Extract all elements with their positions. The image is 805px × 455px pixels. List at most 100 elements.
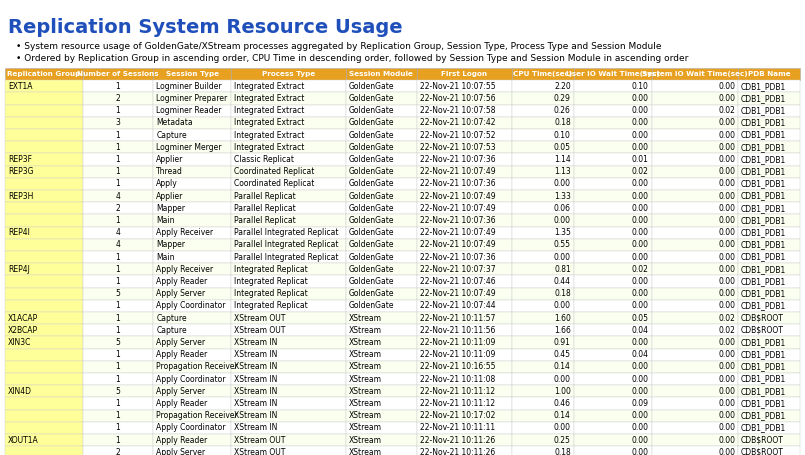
Bar	[83, 190, 154, 202]
Bar	[512, 105, 574, 117]
Text: XStream OUT: XStream OUT	[234, 448, 286, 455]
Text: XStream: XStream	[349, 338, 382, 347]
Bar	[651, 92, 738, 105]
Bar	[574, 410, 651, 422]
Text: 22-Nov-21 10:07:49: 22-Nov-21 10:07:49	[419, 192, 495, 201]
Bar	[154, 166, 231, 178]
Text: 2.20: 2.20	[554, 82, 571, 91]
Text: GoldenGate: GoldenGate	[349, 167, 394, 176]
Text: Apply Reader: Apply Reader	[156, 435, 208, 445]
Text: 1: 1	[116, 179, 121, 188]
Bar	[512, 141, 574, 153]
Bar	[512, 166, 574, 178]
Bar	[512, 385, 574, 397]
Text: 22-Nov-21 10:07:56: 22-Nov-21 10:07:56	[419, 94, 495, 103]
Text: 22-Nov-21 10:07:53: 22-Nov-21 10:07:53	[419, 143, 495, 152]
Text: • System resource usage of GoldenGate/XStream processes aggregated by Replicatio: • System resource usage of GoldenGate/XS…	[16, 42, 662, 51]
Bar	[651, 227, 738, 239]
Text: GoldenGate: GoldenGate	[349, 204, 394, 213]
Bar	[154, 202, 231, 214]
Text: XStream: XStream	[349, 326, 382, 335]
Text: Capture: Capture	[156, 313, 187, 323]
Bar	[346, 300, 417, 312]
Bar	[5, 446, 83, 455]
Text: Parallel Replicat: Parallel Replicat	[234, 204, 296, 213]
Text: GoldenGate: GoldenGate	[349, 179, 394, 188]
Text: 1.13: 1.13	[554, 167, 571, 176]
Bar	[738, 153, 800, 166]
Bar	[346, 373, 417, 385]
Bar	[231, 153, 346, 166]
Text: EXT1A: EXT1A	[8, 82, 32, 91]
Text: 0.44: 0.44	[554, 277, 571, 286]
Text: CDB$ROOT: CDB$ROOT	[740, 435, 783, 445]
Bar	[738, 336, 800, 349]
Text: 22-Nov-21 10:11:26: 22-Nov-21 10:11:26	[419, 435, 495, 445]
Bar	[231, 80, 346, 92]
Bar	[154, 214, 231, 227]
Text: GoldenGate: GoldenGate	[349, 228, 394, 237]
Bar	[346, 141, 417, 153]
Text: 0.00: 0.00	[718, 424, 735, 432]
Text: 0.00: 0.00	[632, 411, 649, 420]
Bar	[417, 105, 512, 117]
Text: GoldenGate: GoldenGate	[349, 106, 394, 115]
Text: 22-Nov-21 10:07:52: 22-Nov-21 10:07:52	[419, 131, 495, 140]
Bar	[5, 275, 83, 288]
Bar	[512, 178, 574, 190]
Bar	[346, 166, 417, 178]
Text: 0.00: 0.00	[718, 82, 735, 91]
Bar	[738, 288, 800, 300]
Bar	[651, 263, 738, 275]
Bar	[5, 251, 83, 263]
Text: 22-Nov-21 10:07:42: 22-Nov-21 10:07:42	[419, 118, 495, 127]
Bar	[154, 117, 231, 129]
Bar	[512, 434, 574, 446]
Text: Logminer Builder: Logminer Builder	[156, 82, 222, 91]
Text: CDB1_PDB1: CDB1_PDB1	[740, 265, 786, 274]
Text: 0.00: 0.00	[718, 411, 735, 420]
Text: 0.00: 0.00	[632, 448, 649, 455]
Text: 0.04: 0.04	[632, 326, 649, 335]
Text: 0.00: 0.00	[632, 118, 649, 127]
Bar	[738, 349, 800, 361]
Bar	[417, 349, 512, 361]
Text: 0.00: 0.00	[718, 204, 735, 213]
Bar	[417, 129, 512, 141]
Bar	[512, 300, 574, 312]
Bar	[738, 214, 800, 227]
Text: Applier: Applier	[156, 155, 184, 164]
Text: 0.00: 0.00	[718, 277, 735, 286]
Bar	[738, 446, 800, 455]
Bar	[738, 263, 800, 275]
Text: GoldenGate: GoldenGate	[349, 143, 394, 152]
Bar	[5, 105, 83, 117]
Text: CDB1_PDB1: CDB1_PDB1	[740, 179, 786, 188]
Text: 0.00: 0.00	[554, 374, 571, 384]
Text: 0.00: 0.00	[718, 301, 735, 310]
Text: CDB1_PDB1: CDB1_PDB1	[740, 277, 786, 286]
Bar	[83, 336, 154, 349]
Text: XStream IN: XStream IN	[234, 350, 278, 359]
Bar	[83, 312, 154, 324]
Bar	[574, 263, 651, 275]
Text: 0.00: 0.00	[632, 228, 649, 237]
Bar	[512, 263, 574, 275]
Bar	[83, 410, 154, 422]
Bar	[417, 410, 512, 422]
Bar	[83, 68, 154, 80]
Bar	[346, 129, 417, 141]
Bar	[5, 80, 83, 92]
Text: REP3G: REP3G	[8, 167, 34, 176]
Text: 0.00: 0.00	[632, 240, 649, 249]
Bar	[574, 202, 651, 214]
Bar	[738, 227, 800, 239]
Text: 0.00: 0.00	[718, 435, 735, 445]
Text: 1: 1	[116, 313, 121, 323]
Bar	[417, 336, 512, 349]
Text: 0.00: 0.00	[718, 143, 735, 152]
Bar	[154, 324, 231, 336]
Text: 0.00: 0.00	[554, 179, 571, 188]
Text: 2: 2	[116, 94, 121, 103]
Text: CDB1_PDB1: CDB1_PDB1	[740, 387, 786, 396]
